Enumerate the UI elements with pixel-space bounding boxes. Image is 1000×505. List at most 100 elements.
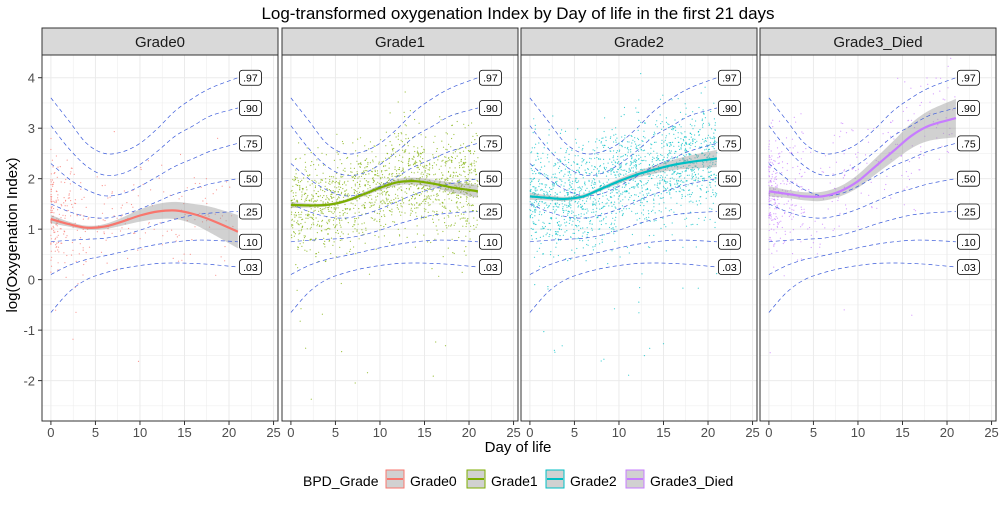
scatter-point [400, 139, 402, 141]
scatter-point [598, 228, 600, 230]
scatter-point [379, 177, 381, 179]
scatter-point [548, 129, 550, 131]
scatter-point [614, 240, 616, 242]
scatter-point [677, 156, 679, 158]
scatter-point [768, 192, 770, 194]
scatter-point [615, 216, 617, 218]
scatter-point [356, 229, 358, 231]
scatter-point [132, 206, 134, 208]
scatter-point [839, 212, 841, 214]
scatter-point [450, 156, 453, 158]
scatter-point [705, 197, 707, 199]
scatter-point [77, 283, 79, 285]
scatter-point [620, 181, 622, 183]
scatter-point [610, 196, 612, 198]
scatter-point [385, 165, 387, 167]
scatter-point [354, 177, 356, 179]
scatter-point [438, 178, 440, 180]
scatter-point [50, 190, 52, 192]
scatter-point [683, 140, 685, 142]
scatter-point [581, 149, 583, 151]
scatter-point [776, 208, 778, 210]
scatter-point [388, 167, 390, 169]
scatter-point [569, 200, 571, 202]
scatter-point [397, 101, 399, 103]
scatter-point [456, 211, 458, 213]
scatter-point [59, 166, 61, 168]
scatter-point [693, 179, 695, 181]
scatter-point [432, 156, 434, 158]
scatter-point [868, 194, 870, 196]
scatter-point [665, 117, 668, 119]
scatter-point [392, 221, 394, 223]
scatter-point [688, 189, 690, 191]
scatter-point [673, 170, 675, 172]
scatter-point [910, 172, 913, 174]
scatter-point [696, 204, 699, 206]
scatter-point [770, 218, 772, 220]
scatter-point [460, 196, 462, 199]
scatter-point [353, 246, 355, 248]
scatter-point [353, 192, 355, 194]
scatter-point [456, 196, 458, 199]
scatter-point [689, 123, 692, 125]
scatter-point [781, 226, 783, 229]
grid [282, 55, 518, 421]
centile-label: .50 [483, 174, 498, 186]
scatter-point [532, 228, 534, 230]
scatter-point [319, 195, 322, 197]
scatter-point [290, 234, 293, 236]
scatter-point [614, 219, 616, 221]
scatter-point [626, 141, 629, 143]
scatter-point [339, 239, 341, 241]
scatter-point [335, 207, 337, 209]
scatter-point [681, 197, 683, 199]
scatter-point [603, 217, 605, 220]
scatter-point [372, 181, 374, 184]
scatter-point [613, 308, 616, 310]
scatter-point [653, 206, 655, 208]
scatter-point [299, 186, 301, 188]
scatter-point [768, 169, 770, 171]
scatter-point [51, 159, 54, 161]
scatter-point [337, 232, 339, 234]
scatter-point [459, 173, 461, 175]
legend-entry-grade3_died: Grade3_Died [625, 469, 733, 489]
scatter-point [598, 139, 600, 141]
centile-labels: .97.90.75.50.25.10.03 [717, 69, 741, 275]
scatter-point [671, 156, 673, 158]
scatter-point [711, 145, 713, 148]
scatter-point [773, 218, 776, 220]
scatter-point [67, 209, 69, 212]
scatter-point [337, 207, 339, 209]
scatter-point [571, 249, 573, 251]
scatter-point [437, 156, 439, 158]
scatter-point [615, 207, 617, 209]
scatter-point [471, 172, 473, 174]
scatter-point [660, 193, 662, 195]
scatter-point [461, 217, 463, 219]
scatter-point [681, 171, 683, 173]
scatter-point [456, 155, 458, 157]
scatter-point [309, 239, 311, 241]
scatter-point [573, 195, 575, 197]
scatter-point [871, 207, 873, 209]
scatter-point [619, 195, 621, 197]
scatter-point [635, 166, 637, 168]
scatter-point [532, 211, 534, 213]
scatter-point [120, 207, 122, 209]
scatter-point [311, 194, 313, 196]
scatter-point [366, 170, 368, 172]
scatter-point [378, 175, 380, 177]
scatter-point [438, 275, 440, 277]
scatter-point [670, 144, 672, 146]
scatter-point [643, 173, 645, 175]
scatter-point [770, 214, 772, 216]
scatter-point [444, 165, 446, 167]
scatter-point [303, 193, 305, 195]
scatter-point [578, 170, 580, 172]
scatter-point [535, 190, 537, 192]
scatter-point [693, 171, 696, 173]
scatter-point [401, 198, 404, 200]
scatter-point [537, 180, 540, 182]
